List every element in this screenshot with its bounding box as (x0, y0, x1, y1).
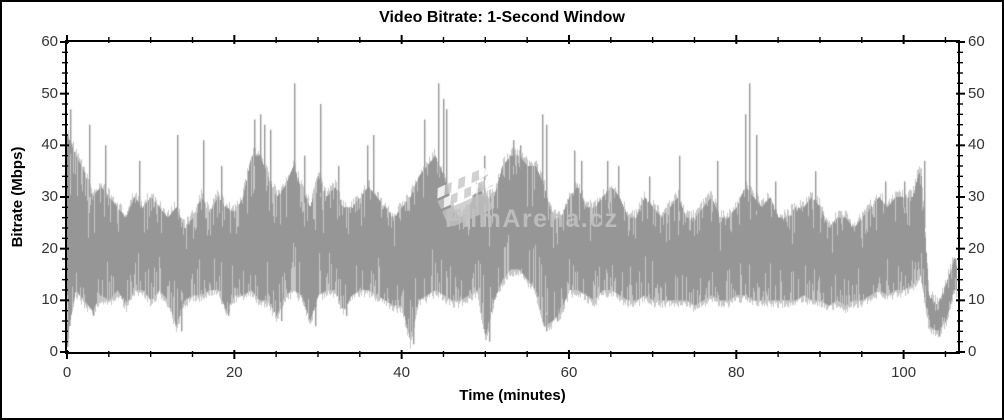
y-tick-label-left: 20 (41, 239, 58, 257)
y-tick-label-right: 20 (968, 239, 985, 257)
y-tick-label-right: 60 (968, 33, 985, 50)
watermark-text: FilmArena.cz (445, 205, 619, 233)
x-tick-label: 80 (727, 364, 745, 381)
x-tick-label: 60 (560, 364, 578, 381)
y-tick-label-left: 0 (49, 343, 58, 360)
y-axis-title: Bitrate (Mbps) (9, 146, 26, 248)
x-tick-label: 0 (62, 364, 72, 381)
clapperboard-icon (437, 168, 493, 226)
y-tick-label-right: 50 (968, 84, 985, 102)
y-tick-label-right: 10 (968, 291, 985, 309)
y-tick-label-right: 30 (968, 188, 985, 205)
y-tick-label-left: 60 (41, 33, 58, 50)
chart-title: Video Bitrate: 1-Second Window (379, 9, 625, 26)
bitrate-plot-canvas (67, 42, 958, 352)
y-tick-label-right: 0 (968, 343, 977, 360)
y-tick-label-left: 30 (41, 188, 58, 205)
y-tick-label-right: 40 (968, 136, 985, 154)
x-axis-title: Time (minutes) (459, 387, 566, 404)
y-tick-label-left: 40 (41, 136, 58, 154)
y-tick-label-left: 10 (41, 291, 58, 309)
y-tick-label-left: 50 (41, 84, 58, 102)
watermark: FilmArena.cz (435, 164, 665, 234)
x-tick-label: 40 (393, 364, 410, 381)
x-tick-label: 100 (891, 364, 917, 381)
x-tick-label: 20 (225, 364, 243, 381)
